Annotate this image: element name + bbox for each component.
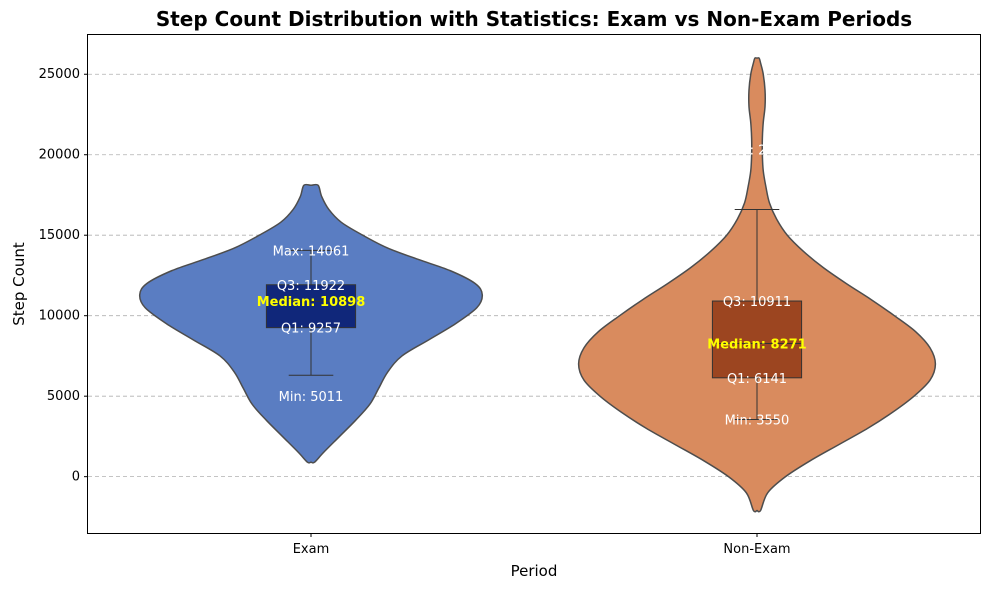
y-tick-label: 0 (72, 470, 80, 485)
chart-title: Step Count Distribution with Statistics:… (156, 7, 912, 31)
y-tick-label: 20000 (39, 148, 80, 163)
y-tick-label: 25000 (39, 67, 80, 82)
y-axis-ticks: 0 5000 10000 15000 20000 25000 (39, 67, 88, 485)
plot-frame (87, 34, 981, 534)
median-label-exam: Median: 10898 (257, 295, 366, 310)
box-non-exam (711, 300, 803, 379)
x-axis-ticks: Exam Non-Exam (293, 533, 791, 557)
x-tick-label: Exam (293, 542, 330, 557)
box-exam (265, 284, 357, 329)
max-label-exam: Max: 14061 (273, 244, 350, 259)
median-label-non-exam: Median: 8271 (707, 338, 806, 353)
q1-label-non-exam: Q1: 6141 (727, 372, 787, 387)
y-tick-label: 5000 (47, 389, 80, 404)
y-tick-label: 15000 (39, 228, 80, 243)
y-tick-label: 10000 (39, 309, 80, 324)
x-axis-label: Period (511, 562, 558, 580)
min-label-exam: Min: 5011 (279, 390, 344, 405)
min-label-non-exam: Min: 3550 (725, 414, 790, 429)
q3-label-exam: Q3: 11922 (277, 279, 345, 294)
box-plots (265, 208, 803, 421)
y-axis-label: Step Count (10, 242, 28, 326)
x-tick-label: Non-Exam (723, 542, 790, 557)
max-label-non-exam: Max: 2034 (723, 143, 791, 158)
q3-label-non-exam: Q3: 10911 (723, 295, 791, 310)
q1-label-exam: Q1: 9257 (281, 322, 341, 337)
